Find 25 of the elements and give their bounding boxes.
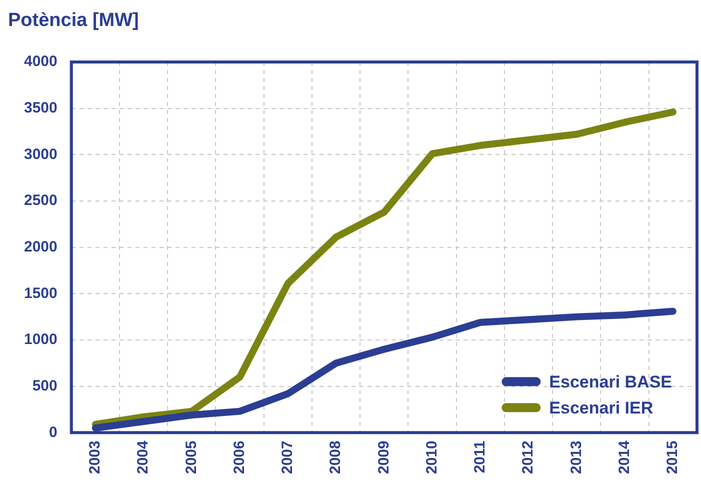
x-tick-label: 2005 <box>182 440 200 474</box>
x-tick-label: 2004 <box>134 440 152 474</box>
legend-label: Escenari IER <box>549 398 654 418</box>
x-tick-label: 2010 <box>423 440 440 474</box>
x-tick-label: 2009 <box>375 440 392 474</box>
x-tick-label: 2006 <box>230 440 248 474</box>
y-tick-label: 3000 <box>24 146 58 163</box>
y-tick-label: 1500 <box>24 284 58 302</box>
x-tick-label: 2008 <box>327 440 344 474</box>
y-tick-label: 2500 <box>24 192 58 210</box>
x-tick-label: 2014 <box>616 440 633 474</box>
x-tick-label: 2015 <box>664 440 682 474</box>
x-tick-label: 2011 <box>472 440 489 474</box>
y-tick-label: 4000 <box>24 53 58 70</box>
x-tick-label: 2012 <box>520 440 537 474</box>
x-tick-label: 2013 <box>568 440 585 474</box>
y-tick-label: 0 <box>49 424 58 441</box>
y-axis-title: Potència [MW] <box>8 10 139 32</box>
y-tick-label: 3500 <box>24 99 58 116</box>
legend-label: Escenari BASE <box>549 372 672 392</box>
y-tick-label: 1000 <box>24 331 58 348</box>
x-tick-label: 2007 <box>279 440 296 474</box>
y-tick-label: 2000 <box>24 238 58 256</box>
x-tick-label: 2003 <box>86 440 104 474</box>
y-tick-label: 500 <box>32 377 58 394</box>
